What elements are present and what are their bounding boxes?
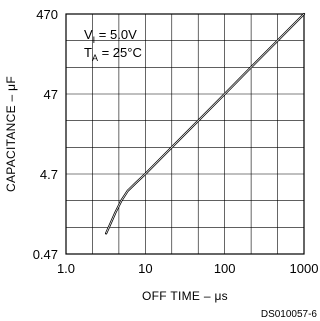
y-tick-label: 0.47 (33, 247, 58, 262)
conditions-annotation: VI = 5.0V TA = 25°C (84, 27, 142, 63)
plot-frame (65, 13, 305, 255)
grid (66, 14, 304, 254)
annotation-temperature: TA = 25°C (84, 45, 142, 63)
y-tick-label: 47 (44, 87, 58, 102)
x-tick-label: 10 (138, 261, 152, 276)
y-tick-label: 470 (36, 7, 58, 22)
x-axis-title: OFF TIME – μs (142, 289, 228, 303)
tick-labels: 1.0 10 100 1000 470 47 4.7 0.47 (33, 7, 319, 276)
document-id-label: DS010057-6 (261, 309, 318, 320)
y-tick-label: 4.7 (40, 167, 58, 182)
x-tick-label: 100 (214, 261, 236, 276)
series-group (105, 12, 306, 235)
annotation-supply-voltage: VI = 5.0V (84, 27, 137, 45)
capacitance-curve-inner (105, 13, 305, 234)
x-tick-label: 1000 (290, 261, 319, 276)
y-axis-title: CAPACITANCE – μF (4, 76, 18, 192)
x-tick-label: 1.0 (57, 261, 75, 276)
